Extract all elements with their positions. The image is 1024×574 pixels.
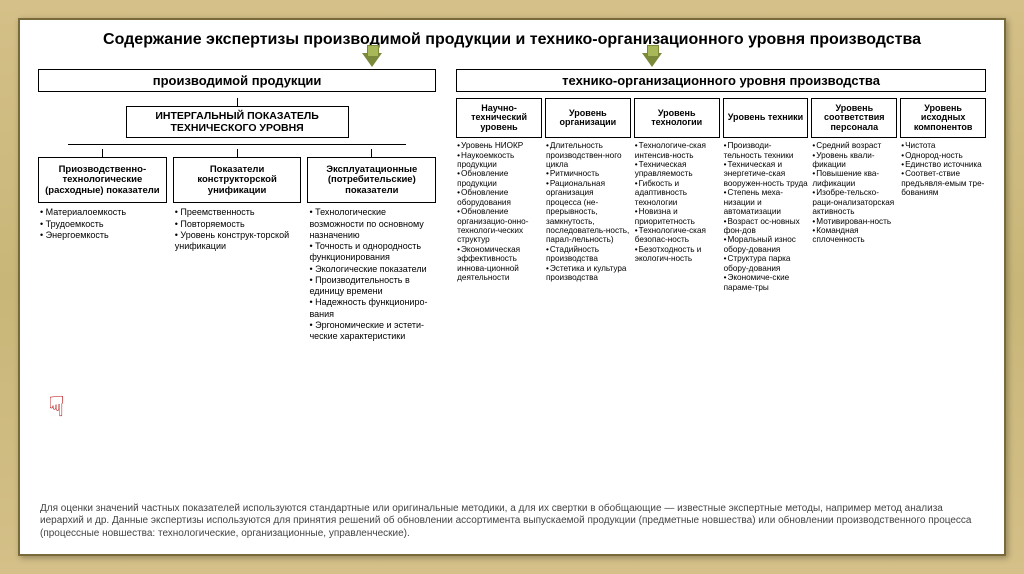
bullet-item: Трудоемкость: [40, 219, 167, 230]
left-col-1: Показатели конструкторской унификации Пр…: [173, 149, 302, 342]
bullet-item: Мотивирован-ность: [812, 217, 897, 226]
bullet-list: Уровень НИОКР Наукоемкость продукции Обн…: [456, 141, 542, 282]
right-col-5: Уровень исходных компонентов Чистота Одн…: [900, 98, 986, 292]
bullet-item: Соответ-ствие предъявля-емым тре-бования…: [901, 169, 986, 197]
right-col-4: Уровень соответствия персонала Средний в…: [811, 98, 897, 292]
bullet-item: Чистота: [901, 141, 986, 150]
bullet-item: Структура парка обору-дования: [724, 254, 809, 273]
bullet-item: Эргономические и эстети-ческие характери…: [309, 320, 436, 343]
bullet-item: Точность и однородность функционирования: [309, 241, 436, 264]
bullet-item: Средний возраст: [812, 141, 897, 150]
bullet-item: Степень меха-низации и автоматизации: [724, 188, 809, 216]
bullet-item: Обновление продукции: [457, 169, 542, 188]
bullet-list: Длительность производствен-ного цикла Ри…: [545, 141, 631, 282]
bullet-item: Преемственность: [175, 207, 302, 218]
slide-frame: Содержание экспертизы производимой проду…: [18, 18, 1006, 556]
branches-container: производимой продукции ИНТЕРГАЛЬНЫЙ ПОКА…: [38, 69, 986, 342]
right-columns: Научно-технический уровень Уровень НИОКР…: [456, 98, 986, 292]
right-col-head: Уровень технологии: [634, 98, 720, 138]
bullet-list: Производи-тельность техники Техническая …: [723, 141, 809, 292]
bullet-item: Повышение ква-лификации: [812, 169, 897, 188]
right-col-0: Научно-технический уровень Уровень НИОКР…: [456, 98, 542, 292]
right-col-head: Научно-технический уровень: [456, 98, 542, 138]
bullet-item: Техническая и энергетиче-ская вооружен-н…: [724, 160, 809, 188]
bullet-item: Уровень конструк-торской унификации: [175, 230, 302, 253]
right-col-head: Уровень техники: [723, 98, 809, 138]
bullet-list: Чистота Однород-ность Единство источника…: [900, 141, 986, 198]
left-columns: Приозводственно-технологические (расходн…: [38, 149, 436, 342]
right-col-1: Уровень организации Длительность произво…: [545, 98, 631, 292]
bullet-item: Экономическая эффективность иннова-ционн…: [457, 245, 542, 283]
bullet-item: Надежность функциониро-вания: [309, 297, 436, 320]
branch-left: производимой продукции ИНТЕРГАЛЬНЫЙ ПОКА…: [38, 69, 436, 342]
bullet-item: Уровень квали-фикации: [812, 151, 897, 170]
bullet-item: Обновление оборудования: [457, 188, 542, 207]
bullet-item: Командная сплоченность: [812, 226, 897, 245]
bullet-item: Техническая управляемость: [635, 160, 720, 179]
right-col-head: Уровень организации: [545, 98, 631, 138]
integral-indicator-box: ИНТЕРГАЛЬНЫЙ ПОКАЗАТЕЛЬ ТЕХНИЧЕСКОГО УРО…: [126, 106, 349, 138]
bullet-item: Гибкость и адаптивность технологии: [635, 179, 720, 207]
bullet-list: Преемственность Повторяемость Уровень ко…: [173, 207, 302, 252]
bullet-item: Безотходность и экологич-ность: [635, 245, 720, 264]
bullet-item: Рациональная организация процесса (не-пр…: [546, 179, 631, 245]
bullet-item: Технологиче-ская безопас-ность: [635, 226, 720, 245]
left-col-2: Эксплуатационные (потребительские) показ…: [307, 149, 436, 342]
branch-right: технико-организационного уровня производ…: [456, 69, 986, 342]
right-col-3: Уровень техники Производи-тельность техн…: [723, 98, 809, 292]
bullet-item: Технологиче-ская интенсив-ность: [635, 141, 720, 160]
left-col-head: Эксплуатационные (потребительские) показ…: [307, 157, 436, 203]
bullet-list: Средний возраст Уровень квали-фикации По…: [811, 141, 897, 245]
bullet-item: Экономиче-ские параме-тры: [724, 273, 809, 292]
bullet-item: Эстетика и культура производства: [546, 264, 631, 283]
right-col-2: Уровень технологии Технологиче-ская инте…: [634, 98, 720, 292]
bullet-item: Длительность производствен-ного цикла: [546, 141, 631, 169]
bullet-item: Моральный износ обору-дования: [724, 235, 809, 254]
bullet-list: Технологические возможности по основному…: [307, 207, 436, 342]
bullet-item: Изобре-тельско-раци-онализаторская актив…: [812, 188, 897, 216]
right-col-head: Уровень соответствия персонала: [811, 98, 897, 138]
left-col-head: Приозводственно-технологические (расходн…: [38, 157, 167, 203]
bullet-list: Технологиче-ская интенсив-ность Техничес…: [634, 141, 720, 263]
bullet-item: Возраст ос-новных фон-дов: [724, 217, 809, 236]
bullet-item: Уровень НИОКР: [457, 141, 542, 150]
bullet-item: Однород-ность: [901, 151, 986, 160]
bullet-item: Экологические показатели: [309, 264, 436, 275]
bullet-item: Повторяемость: [175, 219, 302, 230]
bullet-item: Технологические возможности по основному…: [309, 207, 436, 241]
bullet-item: Материалоемкость: [40, 207, 167, 218]
bullet-item: Ритмичность: [546, 169, 631, 178]
bullet-item: Стадийность производства: [546, 245, 631, 264]
bullet-item: Обновление организацио-онно-технологи-че…: [457, 207, 542, 245]
slide-title: Содержание экспертизы производимой проду…: [38, 30, 986, 49]
pointing-hand-icon: ☟: [48, 390, 65, 423]
bullet-item: Производи-тельность техники: [724, 141, 809, 160]
arrow-down-icon: [642, 53, 662, 67]
arrow-down-icon: [362, 53, 382, 67]
bullet-item: Наукоемкость продукции: [457, 151, 542, 170]
right-branch-header: технико-организационного уровня производ…: [456, 69, 986, 92]
right-col-head: Уровень исходных компонентов: [900, 98, 986, 138]
bullet-list: Материалоемкость Трудоемкость Энергоемко…: [38, 207, 167, 241]
left-branch-header: производимой продукции: [38, 69, 436, 92]
bullet-item: Производительность в единицу времени: [309, 275, 436, 298]
bullet-item: Энергоемкость: [40, 230, 167, 241]
left-col-0: Приозводственно-технологические (расходн…: [38, 149, 167, 342]
bullet-item: Единство источника: [901, 160, 986, 169]
arrow-row: [38, 53, 986, 67]
left-col-head: Показатели конструкторской унификации: [173, 157, 302, 203]
bullet-item: Новизна и приоритетность: [635, 207, 720, 226]
footer-paragraph: Для оценки значений частных показателей …: [40, 503, 984, 541]
